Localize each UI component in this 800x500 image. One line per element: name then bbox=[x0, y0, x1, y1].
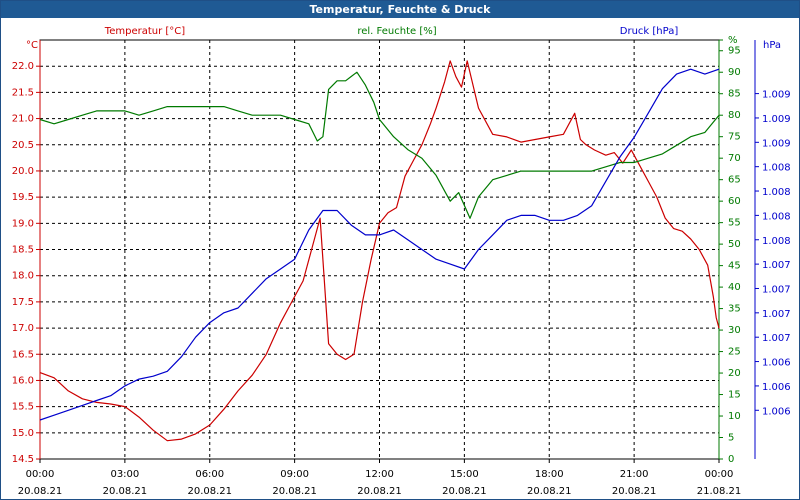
unit-pressure-label: hPa bbox=[763, 40, 781, 51]
y-humidity-tick-label: 80 bbox=[728, 110, 741, 121]
x-tick-time-label: 15:00 bbox=[450, 469, 479, 480]
pressure-line bbox=[39, 68, 720, 421]
x-tick-time-label: 06:00 bbox=[195, 469, 224, 480]
y-left-tick-label: 15.5 bbox=[12, 402, 34, 413]
y-humidity-tick-label: 65 bbox=[728, 175, 741, 186]
y-left-tick-label: 19.5 bbox=[12, 192, 34, 203]
y-humidity-tick-label: 70 bbox=[728, 153, 741, 164]
y-humidity-tick-label: 45 bbox=[728, 261, 741, 272]
x-tick-time-label: 00:00 bbox=[26, 469, 55, 480]
series-layer bbox=[39, 60, 720, 442]
x-tick-date-label: 20.08.21 bbox=[187, 486, 232, 497]
y-pressure-tick-label: 1.007 bbox=[762, 309, 791, 320]
x-tick-time-label: 18:00 bbox=[535, 469, 564, 480]
humidity-line bbox=[39, 71, 720, 219]
x-tick-time-label: 03:00 bbox=[110, 469, 139, 480]
y-left-tick-label: 17.0 bbox=[12, 323, 34, 334]
y-left-tick-label: 16.5 bbox=[12, 349, 34, 360]
grid-layer bbox=[40, 40, 719, 459]
y-left-tick-label: 15.0 bbox=[12, 428, 34, 439]
y-humidity-tick-label: 30 bbox=[728, 325, 741, 336]
y-pressure-tick-label: 1.008 bbox=[762, 163, 791, 174]
y-humidity-tick-label: 85 bbox=[728, 89, 741, 100]
legend-temperature: Temperatur [°C] bbox=[104, 26, 185, 37]
x-tick-date-label: 20.08.21 bbox=[442, 486, 487, 497]
x-tick-date-label: 20.08.21 bbox=[103, 486, 148, 497]
axes-layer: 14.5 15.0 15.5 16.0 16.5 17.0 17.5 18.0 18.5 19.0… bbox=[12, 35, 791, 497]
window-title: Temperatur, Feuchte & Druck bbox=[1, 1, 799, 18]
y-pressure-tick-label: 1.009 bbox=[762, 90, 791, 101]
y-left-tick-label: 14.5 bbox=[12, 454, 34, 465]
y-humidity-tick-label: 20 bbox=[728, 368, 741, 379]
y-humidity-tick-label: 50 bbox=[728, 239, 741, 250]
temperature-line bbox=[39, 60, 720, 442]
y-left-tick-label: 18.5 bbox=[12, 245, 34, 256]
y-pressure-tick-label: 1.008 bbox=[762, 211, 791, 222]
unit-left-label: °C bbox=[26, 40, 38, 51]
y-humidity-tick-label: 55 bbox=[728, 218, 741, 229]
y-humidity-tick-label: 35 bbox=[728, 304, 741, 315]
x-tick-date-label: 20.08.21 bbox=[357, 486, 402, 497]
x-tick-date-label: 20.08.21 bbox=[612, 486, 657, 497]
y-humidity-tick-label: 5 bbox=[728, 433, 734, 444]
y-pressure-tick-label: 1.007 bbox=[762, 260, 791, 271]
y-humidity-tick-label: 75 bbox=[728, 132, 741, 143]
y-humidity-tick-label: % bbox=[728, 35, 738, 46]
y-left-tick-label: 19.0 bbox=[12, 218, 34, 229]
legend-pressure: Druck [hPa] bbox=[620, 26, 679, 37]
y-pressure-tick-label: 1.009 bbox=[762, 114, 791, 125]
y-humidity-tick-label: 15 bbox=[728, 390, 741, 401]
y-pressure-tick-label: 1.006 bbox=[762, 406, 791, 417]
y-pressure-tick-label: 1.008 bbox=[762, 236, 791, 247]
y-pressure-tick-label: 1.006 bbox=[762, 358, 791, 369]
y-pressure-tick-label: 1.008 bbox=[762, 187, 791, 198]
y-pressure-tick-label: 1.007 bbox=[762, 284, 791, 295]
y-pressure-tick-label: 1.009 bbox=[762, 138, 791, 149]
y-humidity-tick-label: 0 bbox=[728, 454, 734, 465]
y-left-tick-label: 20.5 bbox=[12, 140, 34, 151]
y-humidity-tick-label: 90 bbox=[728, 67, 741, 78]
y-left-tick-label: 16.0 bbox=[12, 375, 34, 386]
x-tick-time-label: 00:00 bbox=[705, 469, 734, 480]
y-humidity-tick-label: 60 bbox=[728, 196, 741, 207]
y-left-tick-label: 21.5 bbox=[12, 87, 34, 98]
x-tick-time-label: 12:00 bbox=[365, 469, 394, 480]
x-tick-date-label: 21.08.21 bbox=[697, 486, 742, 497]
y-humidity-tick-label: 95 bbox=[728, 46, 741, 57]
y-left-tick-label: 22.0 bbox=[12, 61, 34, 72]
y-humidity-tick-label: 25 bbox=[728, 347, 741, 358]
y-humidity-tick-label: 40 bbox=[728, 282, 741, 293]
y-pressure-tick-label: 1.006 bbox=[762, 382, 791, 393]
x-tick-time-label: 09:00 bbox=[280, 469, 309, 480]
y-humidity-tick-label: 10 bbox=[728, 411, 741, 422]
x-tick-date-label: 20.08.21 bbox=[272, 486, 317, 497]
y-left-tick-label: 20.0 bbox=[12, 166, 34, 177]
x-tick-date-label: 20.08.21 bbox=[18, 486, 63, 497]
y-pressure-tick-label: 1.007 bbox=[762, 333, 791, 344]
y-left-tick-label: 21.0 bbox=[12, 114, 34, 125]
y-left-tick-label: 18.0 bbox=[12, 271, 34, 282]
y-left-tick-label: 17.5 bbox=[12, 297, 34, 308]
legend-humidity: rel. Feuchte [%] bbox=[357, 26, 436, 37]
x-tick-date-label: 20.08.21 bbox=[527, 486, 572, 497]
x-tick-time-label: 21:00 bbox=[620, 469, 649, 480]
